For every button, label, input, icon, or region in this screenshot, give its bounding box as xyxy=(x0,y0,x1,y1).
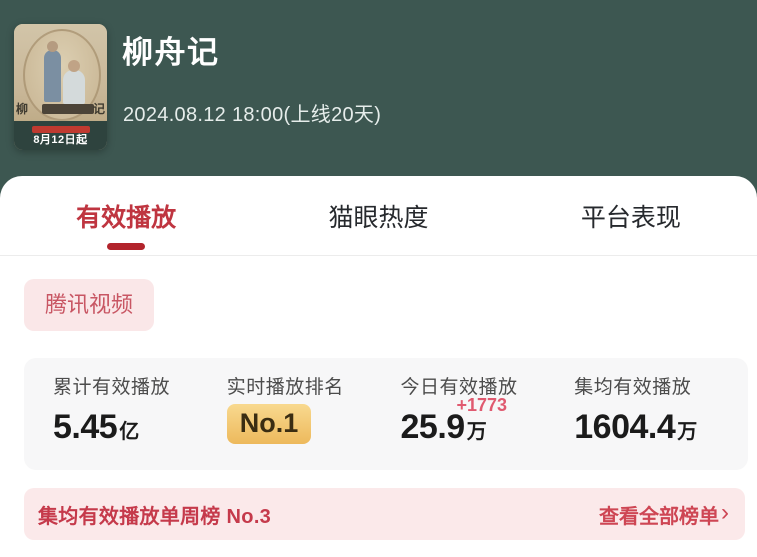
tab-effective-plays[interactable]: 有效播放 xyxy=(0,176,252,255)
poster-figure-man xyxy=(44,41,61,102)
show-title: 柳舟记 xyxy=(122,35,220,70)
stat-number: 1604.4 xyxy=(574,408,676,446)
stat-delta-increase: +1773 xyxy=(456,395,508,415)
stat-value: 25.9 万 +1773 xyxy=(400,396,575,446)
poster-calligraphy-left: 柳 xyxy=(16,102,29,116)
show-poster[interactable]: 柳 记 8月12日起 xyxy=(14,24,107,150)
stat-today-plays: 今日有效播放 25.9 万 +1773 xyxy=(401,377,575,470)
show-header: 柳 记 8月12日起 柳舟记 2024.08.12 18:00(上线20天) xyxy=(0,0,757,180)
tab-maoyan-heat[interactable]: 猫眼热度 xyxy=(252,176,504,255)
tab-label: 有效播放 xyxy=(76,203,177,232)
view-all-rankings-label: 查看全部榜单 xyxy=(599,505,719,528)
poster-release-date: 8月12日起 xyxy=(33,133,88,146)
content-card: 有效播放 猫眼热度 平台表现 腾讯视频 累计有效播放 5.45 亿 实时播放排名… xyxy=(0,176,757,557)
stat-value: 1604.4 万 xyxy=(574,410,748,444)
weekly-ranking-bar[interactable]: 集均有效播放单周榜 No.3 查看全部榜单 › xyxy=(24,488,745,540)
stat-average-plays-per-episode: 集均有效播放 1604.4 万 xyxy=(574,377,748,470)
stat-realtime-rank: 实时播放排名 No.1 xyxy=(226,377,401,470)
stat-label: 集均有效播放 xyxy=(574,377,692,398)
poster-figure-woman xyxy=(63,60,85,104)
stat-value: 5.45 亿 xyxy=(53,410,227,444)
view-all-rankings-link[interactable]: 查看全部榜单 › xyxy=(599,500,729,529)
stat-unit: 万 xyxy=(466,421,487,443)
tab-platform-performance[interactable]: 平台表现 xyxy=(505,176,757,255)
stat-unit: 亿 xyxy=(119,421,140,443)
poster-artwork: 柳 记 xyxy=(14,24,107,121)
stat-label: 实时播放排名 xyxy=(226,377,344,398)
stat-cumulative-plays: 累计有效播放 5.45 亿 xyxy=(53,377,227,470)
poster-calligraphy-right: 记 xyxy=(92,102,105,116)
show-release-info: 2024.08.12 18:00(上线20天) xyxy=(123,104,382,126)
stat-number: 25.9 xyxy=(400,408,466,446)
stat-label: 今日有效播放 xyxy=(400,377,518,398)
chevron-right-icon: › xyxy=(721,499,729,526)
rank-no1-badge: No.1 xyxy=(226,404,312,445)
stat-unit: 万 xyxy=(677,421,698,443)
platform-badge-tencent-video[interactable]: 腾讯视频 xyxy=(24,279,155,332)
stat-number: 5.45 xyxy=(53,408,118,446)
weekly-ranking-text: 集均有效播放单周榜 No.3 xyxy=(38,505,272,528)
tab-bar: 有效播放 猫眼热度 平台表现 xyxy=(0,176,757,256)
tab-label: 平台表现 xyxy=(580,203,681,232)
tab-label: 猫眼热度 xyxy=(328,203,429,232)
poster-red-ribbon xyxy=(31,125,90,133)
poster-table xyxy=(42,104,94,114)
active-tab-indicator xyxy=(107,243,146,250)
stats-card: 累计有效播放 5.45 亿 实时播放排名 No.1 今日有效播放 25.9 万 … xyxy=(24,358,748,470)
stat-label: 累计有效播放 xyxy=(53,377,171,398)
poster-bottom-band: 8月12日起 xyxy=(14,121,107,150)
